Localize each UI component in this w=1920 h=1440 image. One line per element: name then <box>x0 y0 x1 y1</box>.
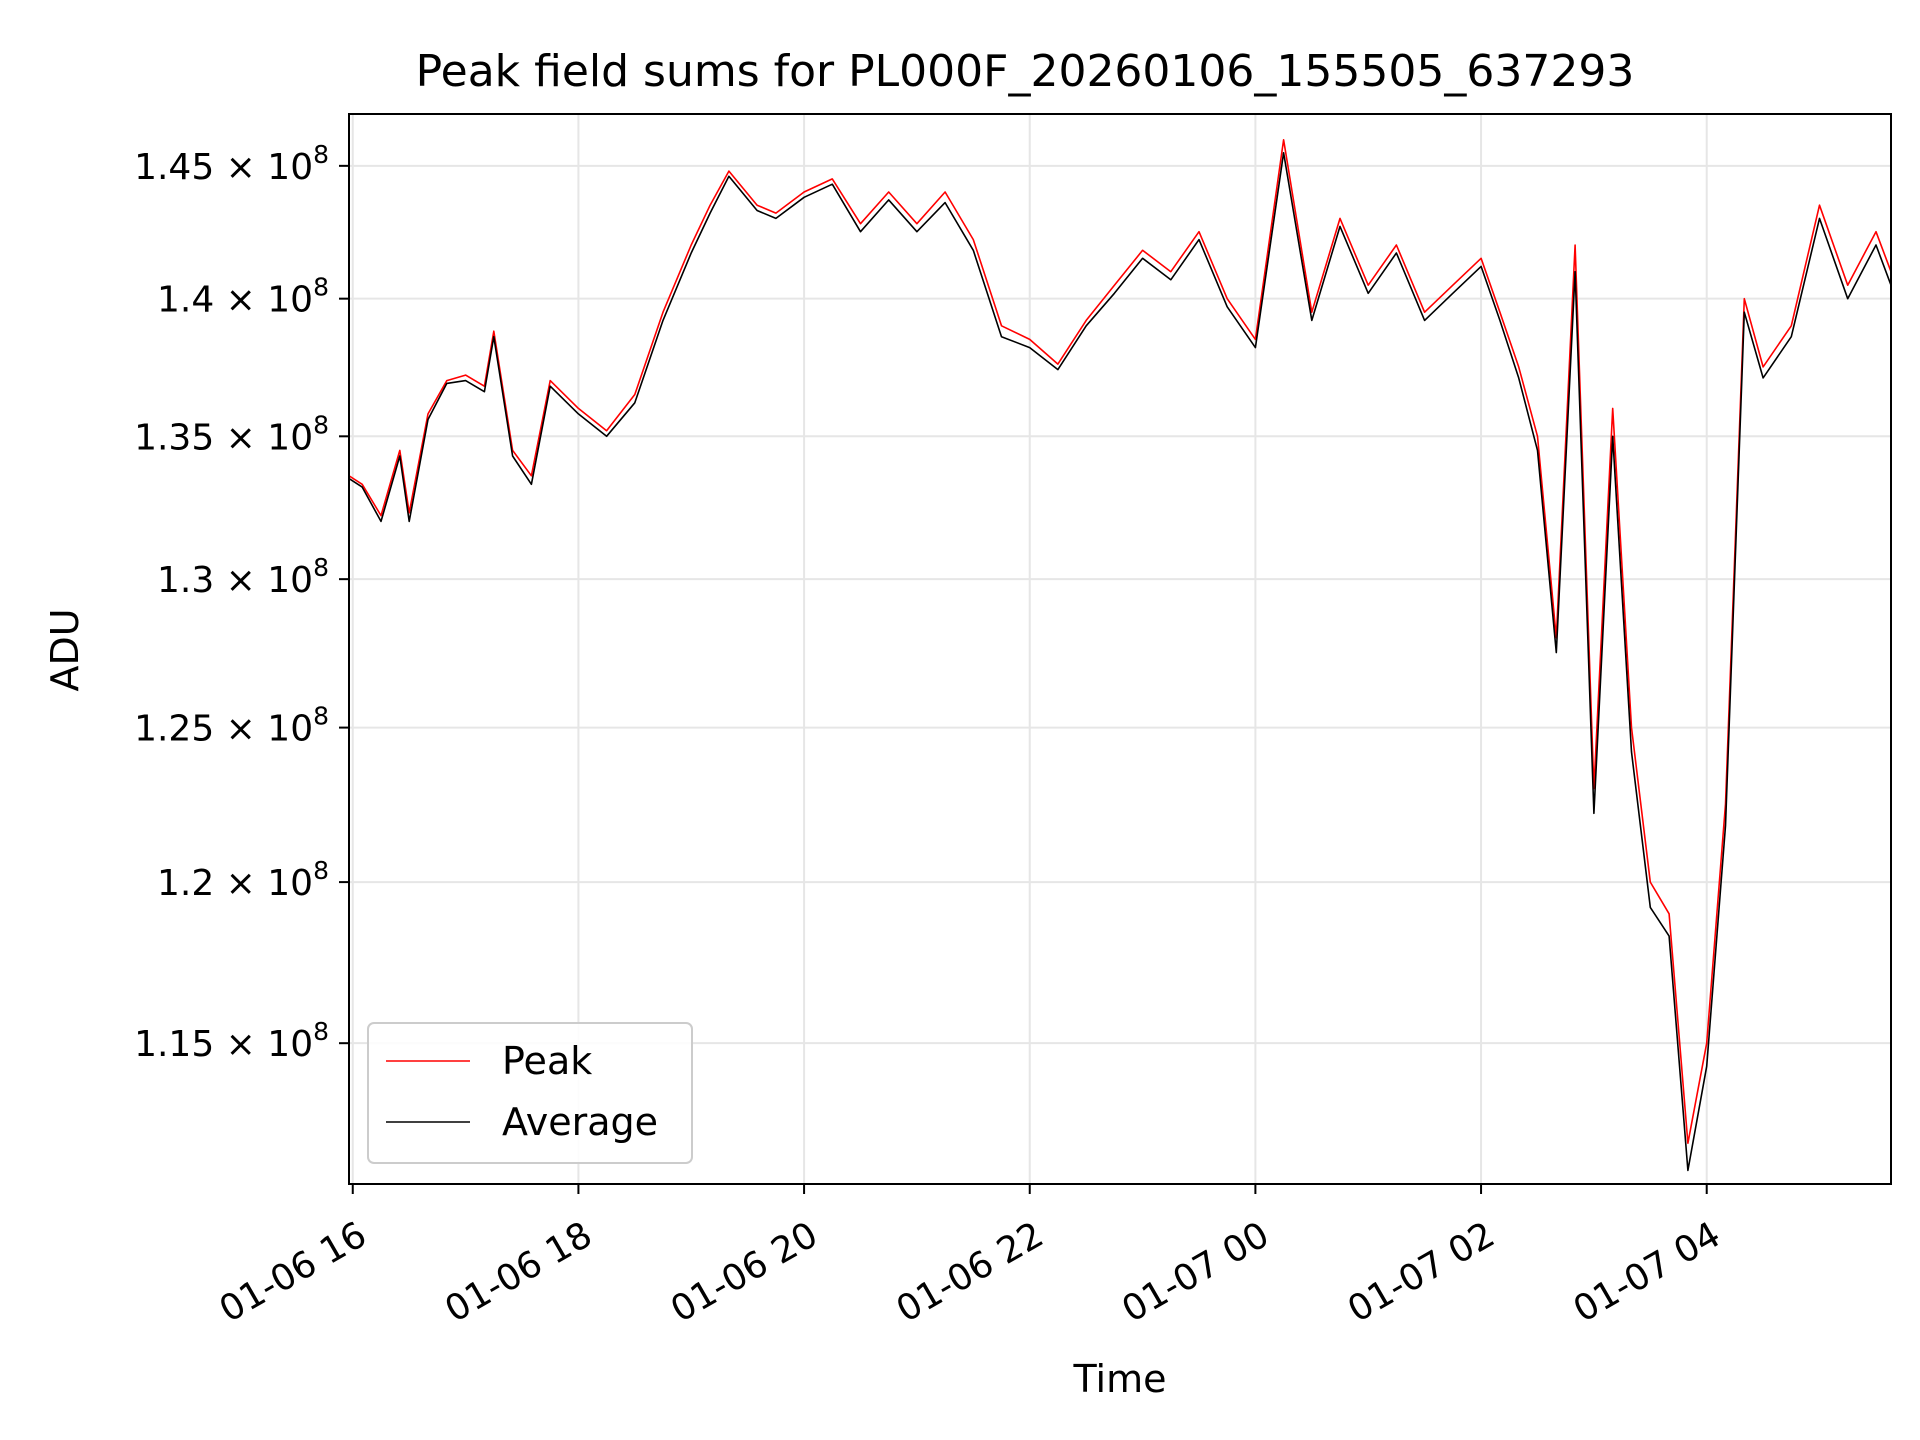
plot-frame <box>348 113 1892 1185</box>
x-axis-label: Time <box>1073 1357 1167 1401</box>
y-tick-label: 1.15 × 108 <box>134 1017 329 1065</box>
chart-title: Peak field sums for PL000F_20260106_1555… <box>416 46 1635 97</box>
y-tick-label: 1.35 × 108 <box>134 410 329 458</box>
y-tick-label: 1.25 × 108 <box>134 702 329 750</box>
y-tick-label: 1.4 × 108 <box>157 273 329 321</box>
y-tick-label: 1.45 × 108 <box>134 140 329 188</box>
series-line-average <box>349 152 1891 1172</box>
series-line-peak <box>349 139 1891 1144</box>
legend: Peak Average <box>367 1022 693 1164</box>
series-lines <box>349 139 1891 1172</box>
legend-label-peak: Peak <box>502 1039 592 1083</box>
y-axis-label: ADU <box>43 608 87 691</box>
legend-box <box>367 1022 693 1164</box>
legend-label-average: Average <box>502 1100 658 1144</box>
y-tick-label: 1.2 × 108 <box>157 856 329 904</box>
y-tick-label: 1.3 × 108 <box>157 553 329 601</box>
